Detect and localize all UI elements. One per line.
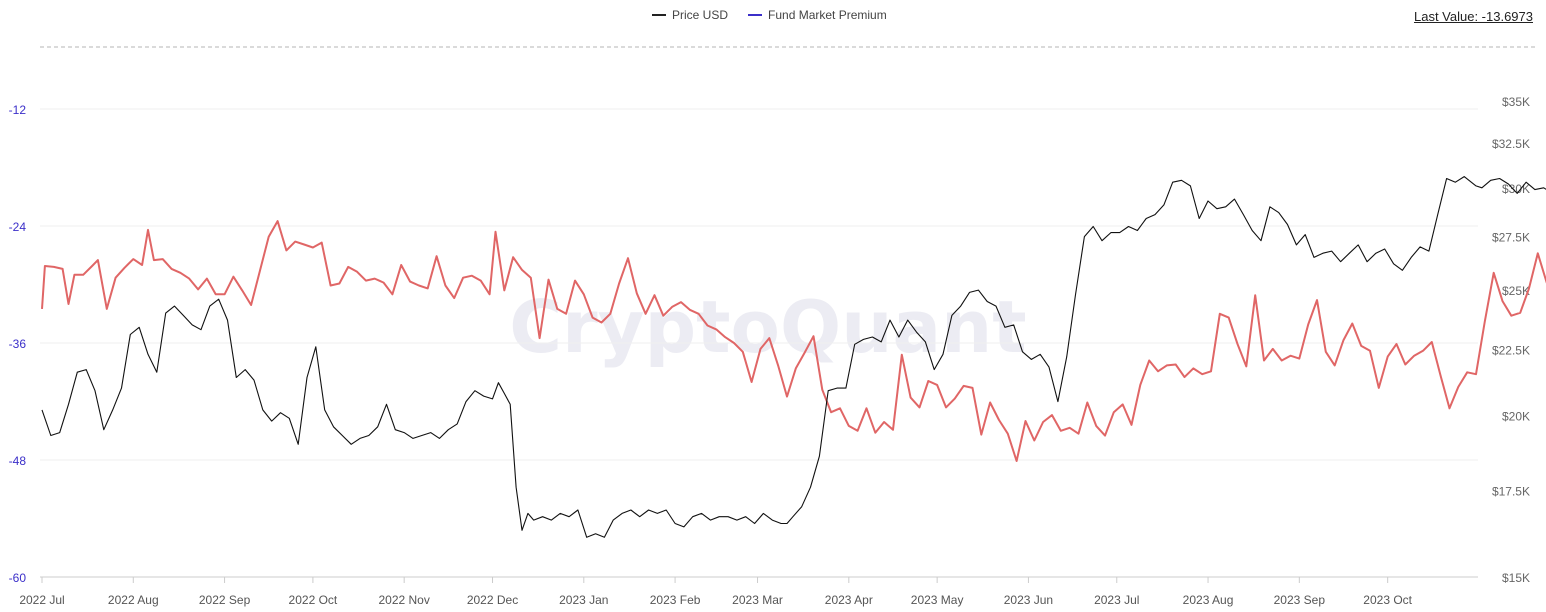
y-left-tick-label: -12 bbox=[9, 103, 27, 117]
x-tick-label: 2022 Nov bbox=[378, 593, 429, 607]
y-right-tick-label: $30K bbox=[1502, 182, 1530, 196]
x-tick-label: 2023 Sep bbox=[1274, 593, 1326, 607]
legend-label-price: Price USD bbox=[672, 8, 729, 22]
watermark: CryptoQuant bbox=[509, 285, 1026, 369]
x-tick-label: 2023 Oct bbox=[1363, 593, 1412, 607]
x-tick-label: 2022 Sep bbox=[199, 593, 251, 607]
last-value[interactable]: Last Value: -13.6973 bbox=[1413, 9, 1533, 24]
y-axis-left: -12 -24 -36 -48 -60 bbox=[9, 103, 27, 585]
legend-item-price[interactable]: Price USD bbox=[652, 8, 728, 22]
x-tick-label: 2023 Apr bbox=[825, 593, 873, 607]
legend-item-premium[interactable]: Fund Market Premium bbox=[748, 8, 887, 22]
series-group bbox=[41, 176, 1546, 538]
x-tick-label: 2022 Oct bbox=[289, 593, 338, 607]
y-right-tick-label: $27.5K bbox=[1492, 231, 1530, 245]
y-left-tick-label: -60 bbox=[9, 571, 27, 585]
legend: Price USD Fund Market Premium bbox=[652, 8, 887, 22]
x-tick-label: 2023 Jul bbox=[1094, 593, 1139, 607]
legend-swatch-premium bbox=[748, 14, 763, 16]
x-tick-label: 2023 Aug bbox=[1183, 593, 1234, 607]
y-axis-right: $35K $32.5K $30K $27.5K $25K $22.5K $20K $17.5K… bbox=[1492, 95, 1530, 585]
x-tick-label: 2023 Jun bbox=[1004, 593, 1053, 607]
x-tick-label: 2023 Mar bbox=[732, 593, 783, 607]
x-axis: 2022 Jul 2022 Aug 2022 Sep 2022 Oct 2022 Nov… bbox=[19, 576, 1478, 607]
y-left-tick-label: -48 bbox=[9, 454, 27, 468]
y-right-tick-label: $35K bbox=[1502, 95, 1530, 109]
y-right-tick-label: $17.5K bbox=[1492, 484, 1530, 498]
y-left-tick-label: -24 bbox=[9, 220, 27, 234]
x-tick-label: 2022 Aug bbox=[108, 593, 159, 607]
x-tick-label: 2022 Dec bbox=[467, 593, 518, 607]
legend-swatch-price bbox=[652, 14, 666, 16]
y-left-tick-label: -36 bbox=[9, 337, 27, 351]
x-tick-label: 2023 Feb bbox=[650, 593, 701, 607]
y-right-tick-label: $22.5K bbox=[1492, 343, 1530, 357]
series-line-price-usd[interactable] bbox=[41, 176, 1546, 538]
x-tick-label: 2023 May bbox=[911, 593, 964, 607]
y-right-tick-label: $32.5K bbox=[1492, 137, 1530, 151]
y-right-tick-label: $15K bbox=[1502, 571, 1530, 585]
legend-label-premium: Fund Market Premium bbox=[768, 8, 887, 22]
series-line-fund-market-premium[interactable] bbox=[41, 220, 1546, 462]
x-tick-label: 2022 Jul bbox=[19, 593, 64, 607]
y-right-tick-label: $25K bbox=[1502, 284, 1530, 298]
y-right-tick-label: $20K bbox=[1502, 409, 1530, 423]
x-tick-label: 2023 Jan bbox=[559, 593, 608, 607]
